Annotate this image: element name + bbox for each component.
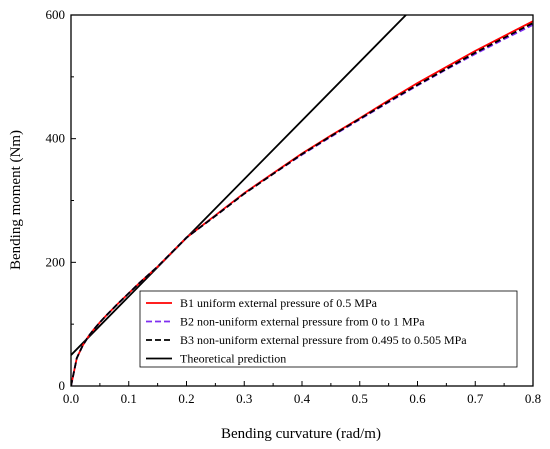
y-tick-label: 400 [46, 131, 66, 146]
x-tick-label: 0.5 [352, 391, 368, 406]
x-tick-label: 0.7 [467, 391, 484, 406]
x-tick-label: 0.0 [63, 391, 79, 406]
x-tick-label: 0.8 [525, 391, 541, 406]
x-tick-label: 0.3 [236, 391, 252, 406]
x-tick-label: 0.6 [409, 391, 426, 406]
x-tick-label: 0.2 [178, 391, 194, 406]
axis-ticks: 0.0 0.1 0.2 0.3 0.4 0.5 0.6 0.7 0.8 0 200 400 600 [46, 7, 542, 406]
y-axis-label: Bending moment (Nm) [8, 130, 24, 270]
plot-area [71, 15, 533, 386]
legend-label: Theoretical prediction [180, 352, 286, 366]
x-tick-label: 0.1 [121, 391, 137, 406]
x-tick-label: 0.4 [294, 391, 311, 406]
x-axis-label: Bending curvature (rad/m) [221, 426, 381, 442]
legend-box [139, 290, 518, 368]
y-tick-label: 600 [46, 7, 66, 22]
legend-label: B3 non-uniform external pressure from 0.… [180, 333, 467, 347]
legend-label: B1 uniform external pressure of 0.5 MPa [180, 296, 378, 310]
legend: B1 uniform external pressure of 0.5 MPa B… [139, 290, 518, 368]
y-tick-label: 0 [59, 378, 66, 393]
y-tick-label: 200 [46, 254, 66, 269]
legend-label: B2 non-uniform external pressure from 0 … [180, 315, 425, 329]
series-b3-line [71, 22, 533, 386]
series-theoretical-line [71, 15, 407, 356]
